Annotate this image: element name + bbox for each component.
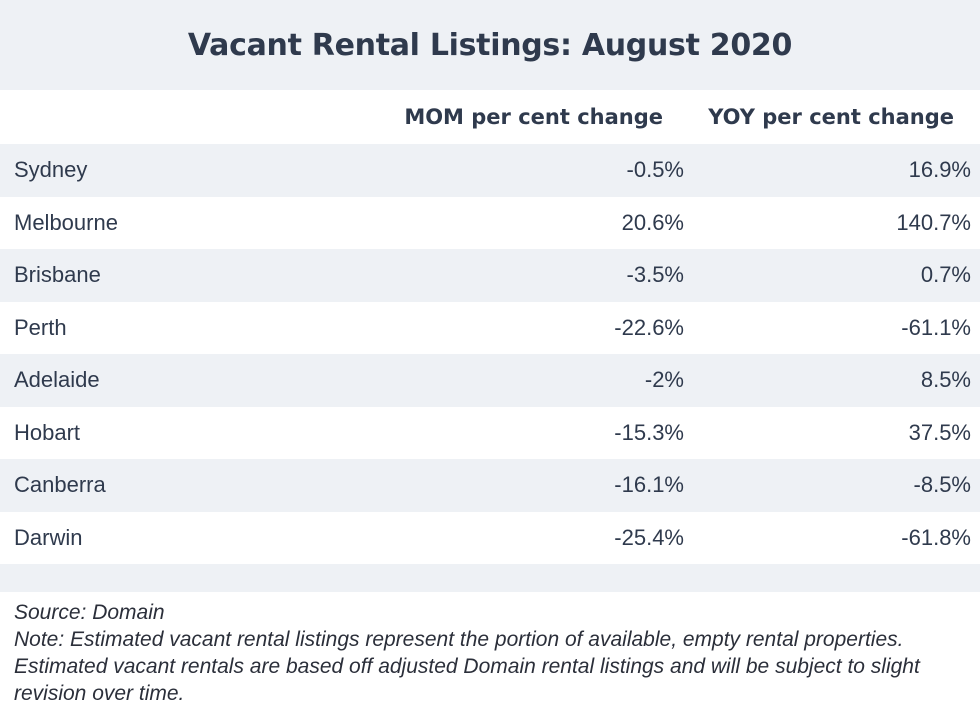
table-row: Sydney -0.5% 16.9% [0, 144, 980, 197]
table-row: Perth -22.6% -61.1% [0, 301, 980, 354]
yoy-cell: 37.5% [908, 419, 971, 445]
mom-cell: -22.6% [614, 314, 684, 340]
mom-cell: -15.3% [614, 419, 684, 445]
city-cell: Sydney [14, 157, 88, 183]
table-body: Sydney -0.5% 16.9% Melbourne 20.6% 140.7% Bris… [0, 144, 980, 564]
yoy-cell: -61.1% [901, 314, 971, 340]
rental-table: MOM per cent change YOY per cent change … [0, 90, 980, 592]
title-band: Vacant Rental Listings: August 2020 [0, 0, 980, 90]
table-row: Melbourne 20.6% 140.7% [0, 196, 980, 249]
yoy-cell: 140.7% [896, 209, 971, 235]
mom-cell: 20.6% [621, 209, 684, 235]
yoy-cell: -8.5% [913, 472, 971, 498]
mom-cell: -0.5% [626, 157, 684, 183]
mom-cell: -3.5% [626, 262, 684, 288]
city-cell: Brisbane [14, 262, 101, 288]
header-mom: MOM per cent change [404, 105, 663, 129]
yoy-cell: 8.5% [920, 367, 971, 393]
city-cell: Hobart [14, 419, 81, 445]
yoy-cell: 0.7% [920, 262, 971, 288]
yoy-cell: -61.8% [901, 524, 971, 550]
yoy-cell: 16.9% [908, 157, 971, 183]
footer-notes: Source: Domain Note: Estimated vacant re… [14, 599, 974, 707]
note-text: Note: Estimated vacant rental listings r… [14, 628, 920, 705]
table-row: Darwin -25.4% -61.8% [0, 511, 980, 564]
table-header-row: MOM per cent change YOY per cent change [0, 90, 980, 144]
header-yoy: YOY per cent change [708, 105, 954, 129]
city-cell: Melbourne [14, 209, 118, 235]
mom-cell: -2% [644, 367, 684, 393]
table-row: Adelaide -2% 8.5% [0, 354, 980, 407]
city-cell: Perth [14, 314, 67, 340]
table-row: Brisbane -3.5% 0.7% [0, 249, 980, 302]
city-cell: Darwin [14, 524, 83, 550]
table-bottom-band [0, 564, 980, 592]
city-cell: Canberra [14, 472, 106, 498]
table-row: Canberra -16.1% -8.5% [0, 459, 980, 512]
page-title: Vacant Rental Listings: August 2020 [187, 27, 793, 63]
mom-cell: -16.1% [614, 472, 684, 498]
source-text: Source: Domain [14, 601, 165, 624]
city-cell: Adelaide [14, 367, 100, 393]
table-row: Hobart -15.3% 37.5% [0, 406, 980, 459]
mom-cell: -25.4% [614, 524, 684, 550]
